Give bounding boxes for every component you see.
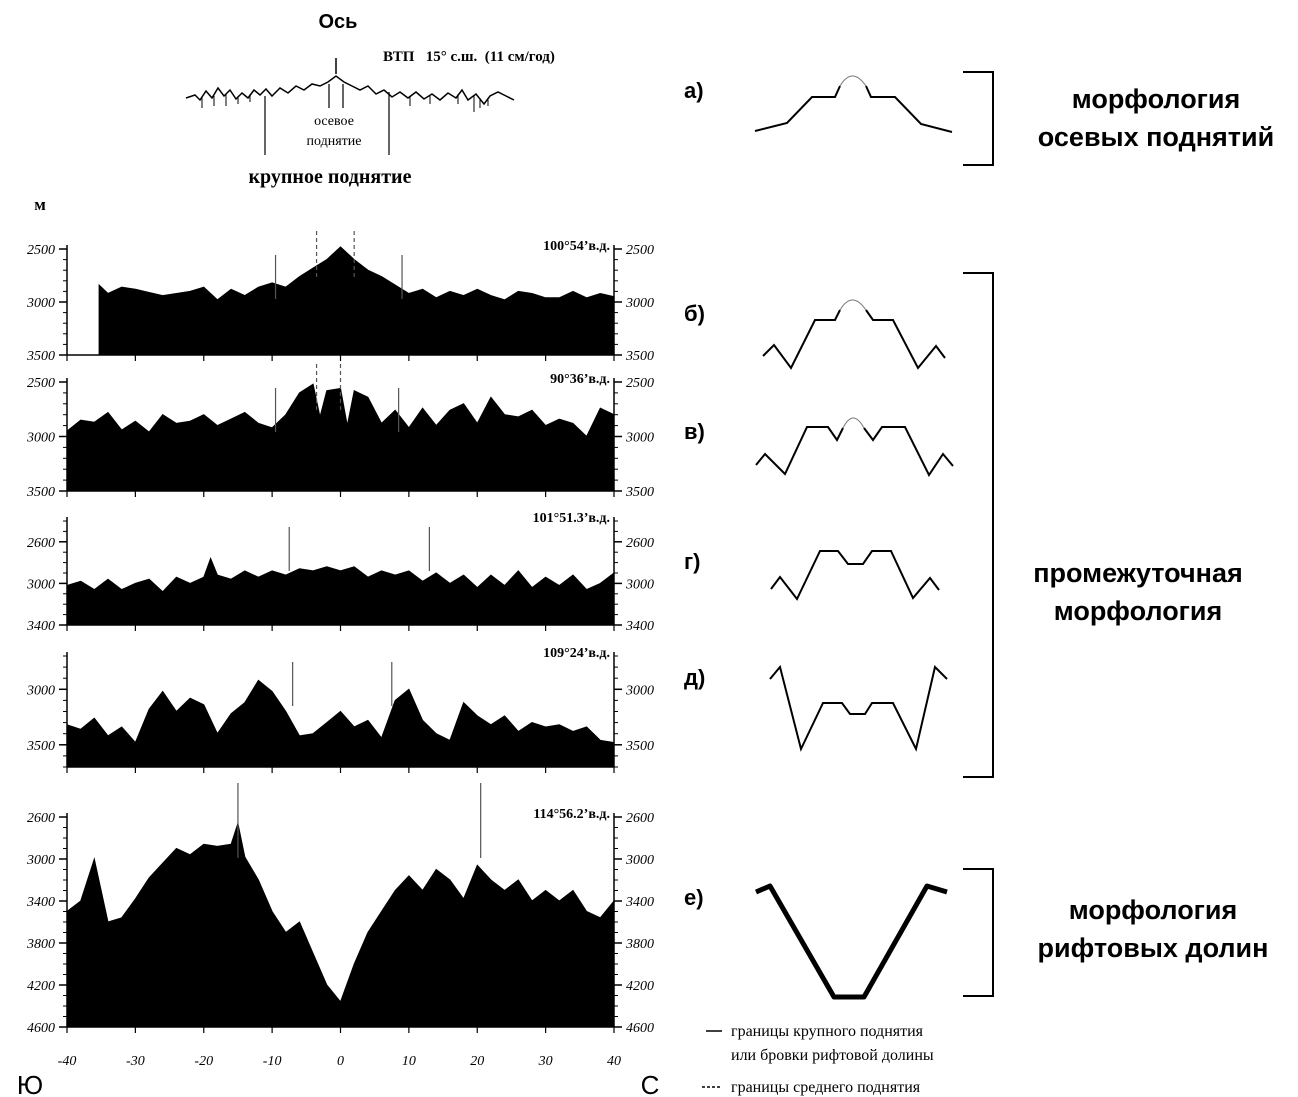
schematic-a-shape	[754, 85, 841, 132]
y-tick-label-right: 3500	[625, 485, 654, 500]
y-tick-label-right: 3500	[625, 739, 654, 754]
axis-label: Ось	[319, 11, 358, 33]
y-tick-label-left: 3500	[26, 349, 55, 364]
x-tick-label: -10	[263, 1054, 282, 1069]
y-tick-label-right: 4200	[626, 979, 654, 994]
y-tick-label-right: 2500	[626, 243, 654, 258]
top-profile-line	[185, 75, 515, 106]
legend-solid-text-1: границы крупного поднятия	[731, 1023, 924, 1040]
profile-area-4	[66, 679, 615, 768]
top-profile-hairs	[201, 94, 489, 112]
y-tick-label-left: 3000	[26, 431, 55, 446]
unit-label: м	[34, 195, 46, 214]
y-tick-label-left: 3000	[26, 853, 55, 868]
profile-label-2: 90°36’в.д.	[550, 372, 610, 387]
y-tick-label-right: 2600	[626, 811, 654, 826]
x-tick-label: 20	[470, 1054, 484, 1069]
y-tick-label-left: 3500	[26, 485, 55, 500]
y-tick-label-right: 4600	[626, 1021, 654, 1036]
axial-high-label-1: осевое	[314, 114, 354, 129]
group-label-rift-2: рифтовых долин	[1038, 933, 1269, 963]
schematic-e-shape	[755, 883, 948, 1000]
north-label: С	[641, 1070, 660, 1097]
schematic-d-shape	[769, 664, 948, 752]
y-tick-label-right: 3000	[625, 577, 654, 592]
legend-solid-text-2: или бровки рифтовой долины	[731, 1047, 934, 1064]
y-tick-label-left: 3800	[26, 937, 55, 952]
schematics: а) морфология осевых поднятий б) в) г) д…	[684, 71, 1274, 1000]
profile-area-2	[66, 383, 615, 492]
schematic-v-letter: в)	[684, 419, 705, 444]
schematic-v-shape	[755, 426, 844, 476]
y-tick-label-left: 3500	[26, 739, 55, 754]
schematic-b-shape	[762, 309, 841, 370]
profile-label-1: 100°54’в.д.	[543, 239, 610, 254]
group-label-rift-1: морфология	[1069, 895, 1238, 925]
profile-area-5	[66, 821, 615, 1028]
group-label-intermediate-2: морфология	[1054, 596, 1223, 626]
profile-label-4: 109°24’в.д.	[543, 646, 610, 661]
schematic-b-letter: б)	[684, 301, 705, 326]
y-tick-label-left: 3400	[26, 619, 55, 634]
legend: границы крупного поднятия или бровки риф…	[702, 1023, 934, 1096]
y-tick-label-left: 3000	[26, 296, 55, 311]
y-tick-label-right: 2600	[626, 536, 654, 551]
y-tick-label-left: 3000	[26, 577, 55, 592]
profile-area-3	[66, 557, 615, 626]
y-tick-label-left: 2500	[27, 243, 55, 258]
schematic-g-shape	[770, 550, 940, 601]
x-tick-label: -40	[58, 1054, 77, 1069]
axial-high-label-2: поднятие	[307, 134, 362, 149]
schematic-a-dome	[839, 75, 867, 87]
x-tick-label: 30	[538, 1054, 553, 1069]
y-tick-label-right: 3500	[625, 349, 654, 364]
x-tick-label: 10	[402, 1054, 416, 1069]
group-label-axial-2: осевых поднятий	[1038, 122, 1274, 152]
profile-panel-3: 2600 2600 3000 3000 3400 3400 101°51.3’в.д.	[26, 511, 654, 634]
y-tick-label-right: 3000	[625, 431, 654, 446]
x-axis: -40 -30 -20 -10 0 10 20 30 40	[58, 1054, 621, 1069]
y-tick-label-left: 2600	[27, 811, 55, 826]
profile-area-1	[98, 246, 615, 356]
y-tick-label-right: 3400	[625, 895, 654, 910]
y-tick-label-left: 4600	[27, 1021, 55, 1036]
profile-label-3: 101°51.3’в.д.	[533, 511, 610, 526]
profile-panel-4: 3000 3000 3500 3500 109°24’в.д.	[26, 646, 654, 773]
schematic-e-letter: е)	[684, 885, 704, 910]
profile-panel-1: 2500 2500 3000 3000 3500 3500 100°54’в.д.	[26, 231, 654, 364]
y-tick-label-right: 3400	[625, 619, 654, 634]
x-tick-label: 40	[607, 1054, 621, 1069]
profile-label-5: 114°56.2’в.д.	[533, 807, 610, 822]
group-label-intermediate-1: промежуточная	[1033, 558, 1243, 588]
y-tick-label-right: 2500	[626, 376, 654, 391]
x-tick-label: -20	[194, 1054, 213, 1069]
schematic-e-bracket	[963, 868, 994, 997]
y-tick-label-left: 4200	[27, 979, 55, 994]
profile-panel-5: 2600 2600 3000 3000 3400 3400 3800 3800 4200 4200…	[26, 783, 654, 1036]
y-tick-label-right: 3800	[625, 937, 654, 952]
group-label-axial-1: морфология	[1072, 84, 1241, 114]
y-tick-label-left: 3400	[26, 895, 55, 910]
y-tick-label-left: 3000	[26, 683, 55, 698]
ridge-info: ВТП 15° с.ш. (11 см/год)	[383, 49, 555, 65]
x-tick-label: -30	[126, 1054, 145, 1069]
schematic-a-letter: а)	[684, 78, 704, 103]
south-label: Ю	[17, 1070, 43, 1097]
schematic-d-letter: д)	[684, 665, 705, 690]
y-tick-label-left: 2500	[27, 376, 55, 391]
schematic-g-letter: г)	[684, 549, 701, 574]
large-high-label: крупное поднятие	[249, 166, 412, 188]
legend-dashed-text: границы среднего поднятия	[731, 1079, 921, 1096]
y-tick-label-right: 3000	[625, 853, 654, 868]
y-tick-label-right: 3000	[625, 296, 654, 311]
y-tick-label-left: 2600	[27, 536, 55, 551]
y-tick-label-right: 3000	[625, 683, 654, 698]
schematic-a-bracket	[963, 71, 994, 166]
profile-panel-2: 2500 2500 3000 3000 3500 3500 90°36’в.д.	[26, 364, 654, 500]
x-tick-label: 0	[337, 1054, 344, 1069]
top-cross-section: Ось ВТП 15° с.ш. (11 см/год) осевое подн…	[34, 11, 555, 214]
schematic-intermediate-bracket	[963, 272, 994, 778]
